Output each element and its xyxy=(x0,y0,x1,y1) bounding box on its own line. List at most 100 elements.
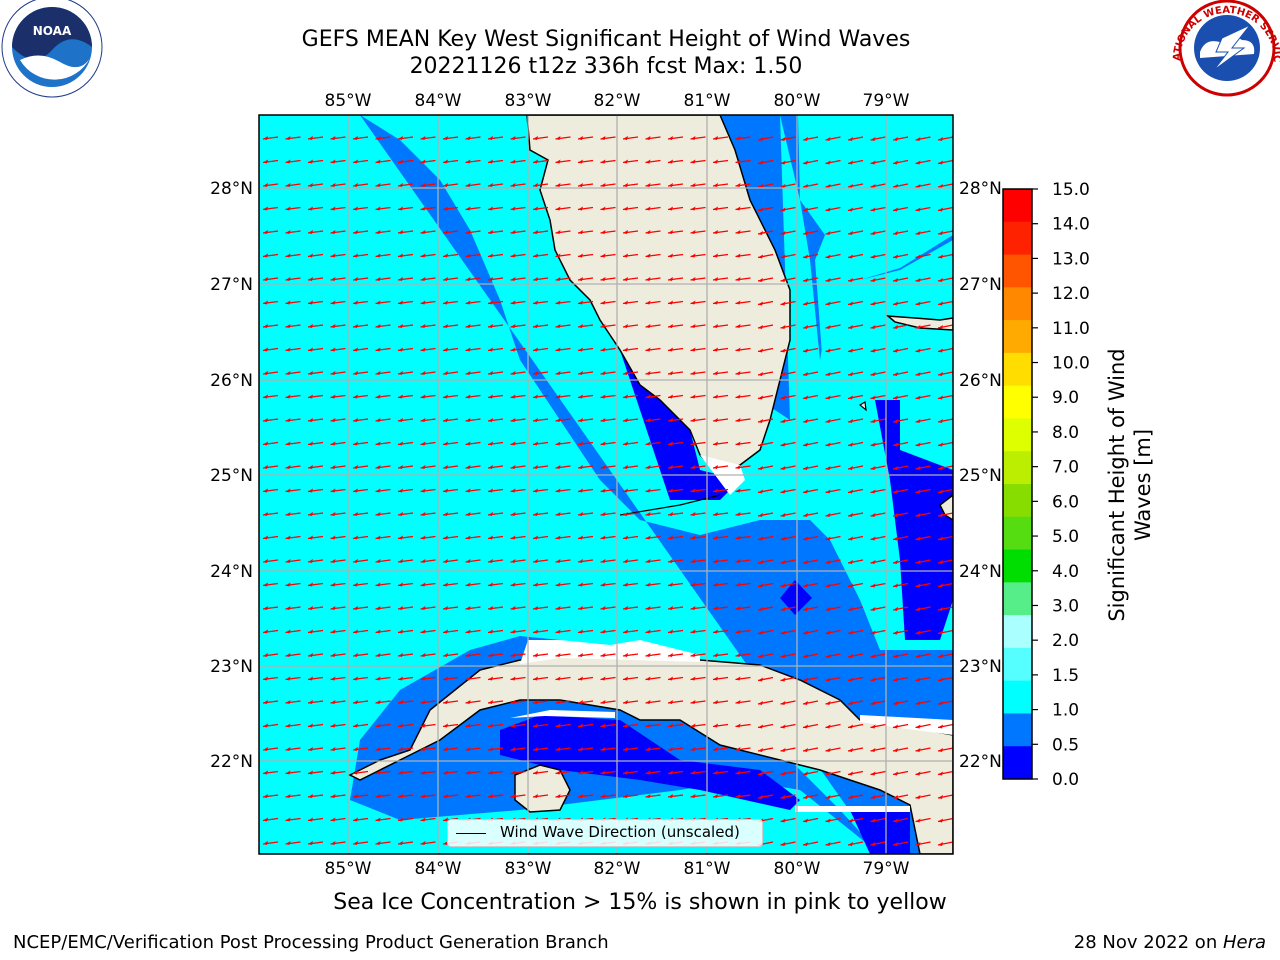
footer-date: 28 Nov 2022 on Hera xyxy=(1074,932,1266,953)
wave-direction-arrowhead xyxy=(488,747,493,751)
wave-direction-arrowhead xyxy=(758,395,763,400)
wave-direction-arrowhead xyxy=(578,676,583,681)
colorbar-tick-label: 12.0 xyxy=(1052,284,1090,304)
wave-direction-arrowhead xyxy=(600,653,606,657)
wave-direction-arrowhead xyxy=(443,770,448,775)
wave-direction-arrowhead xyxy=(668,347,673,352)
wave-direction-arrowhead xyxy=(915,513,921,517)
wave-direction-arrowhead xyxy=(578,277,583,281)
wave-direction-arrowhead xyxy=(713,770,718,775)
wave-direction-arrowhead xyxy=(375,817,381,822)
wave-direction-arrowhead xyxy=(915,536,921,541)
wave-direction-arrowhead xyxy=(465,277,471,281)
lat-tick: 25°N xyxy=(210,466,253,486)
wave-direction-arrowhead xyxy=(465,723,471,728)
wave-direction-arrowhead xyxy=(825,607,831,611)
wave-direction-arrowhead xyxy=(398,324,403,328)
wave-direction-arrowhead xyxy=(645,347,651,352)
wave-direction-arrowhead xyxy=(623,653,628,657)
wave-direction-arrowhead xyxy=(330,371,336,375)
wave-direction-arrowhead xyxy=(713,559,718,563)
wave-direction-arrowhead xyxy=(488,183,493,187)
wave-direction-arrowhead xyxy=(870,607,876,611)
colorbar-swatch xyxy=(1003,418,1032,452)
wave-direction-arrowhead xyxy=(443,582,448,587)
wave-direction-arrowhead xyxy=(938,748,943,752)
wave-direction-arrowhead xyxy=(690,277,696,281)
wave-direction-arrowhead xyxy=(915,677,921,682)
wave-direction-arrowhead xyxy=(758,771,763,776)
wave-direction-arrowhead xyxy=(510,206,516,211)
wave-direction-arrowhead xyxy=(533,347,538,352)
wave-direction-arrowhead xyxy=(848,184,853,188)
wave-direction-arrowhead xyxy=(510,465,516,469)
wave-direction-arrowhead xyxy=(443,324,448,328)
wave-direction-arrowhead xyxy=(510,700,516,704)
wave-direction-arrowhead xyxy=(825,842,831,846)
wave-direction-arrowhead xyxy=(443,300,448,305)
wave-direction-arrowhead xyxy=(488,253,493,258)
wave-direction-arrowhead xyxy=(443,512,448,516)
wave-direction-arrowhead xyxy=(623,606,628,610)
lat-tick: 24°N xyxy=(210,562,253,582)
wave-direction-arrowhead xyxy=(443,418,448,422)
wave-direction-arrowhead xyxy=(870,842,876,846)
wave-direction-arrowhead xyxy=(285,230,291,234)
wave-direction-arrowhead xyxy=(330,347,336,352)
colorbar-swatch xyxy=(1003,484,1032,518)
wave-direction-arrowhead xyxy=(780,513,786,517)
wave-direction-arrowhead xyxy=(735,653,741,657)
wave-direction-arrowhead xyxy=(870,419,876,423)
wave-direction-arrowhead xyxy=(353,794,358,798)
wave-direction-arrowhead xyxy=(533,747,538,751)
wave-direction-arrowhead xyxy=(938,301,943,306)
wave-direction-arrowhead xyxy=(263,606,268,610)
wave-direction-arrowhead xyxy=(893,395,898,400)
noaa-logo: NOAA xyxy=(1,0,103,98)
wave-direction-arrowhead xyxy=(713,206,718,211)
wave-direction-arrowhead xyxy=(645,159,651,164)
lon-tick: 84°W xyxy=(415,859,462,879)
colorbar: 15.0 14.0 13.0 12.0 11.0 10.0 9.0 8.0 7.0 6.0 5.0 4… xyxy=(1002,180,1090,790)
wave-direction-arrowhead xyxy=(645,582,651,587)
wave-direction-arrowhead xyxy=(533,535,538,540)
lat-tick: 23°N xyxy=(959,657,1002,677)
wave-direction-arrowhead xyxy=(578,183,583,187)
wave-direction-arrowhead xyxy=(735,277,741,281)
wave-direction-arrowhead xyxy=(555,535,561,540)
wave-direction-arrowhead xyxy=(398,512,403,516)
wave-direction-arrowhead xyxy=(938,513,943,517)
wave-direction-arrowhead xyxy=(780,137,786,141)
wave-direction-arrowhead xyxy=(825,395,831,400)
wave-direction-arrowhead xyxy=(735,723,741,728)
wave-direction-arrowhead xyxy=(353,747,358,751)
wave-direction-arrowhead xyxy=(938,677,943,682)
wave-direction-arrowhead xyxy=(668,794,673,798)
wave-direction-arrowhead xyxy=(263,770,268,775)
colorbar-tick-label: 3.0 xyxy=(1052,596,1079,616)
wave-direction-arrowhead xyxy=(488,794,493,798)
wave-direction-arrowhead xyxy=(510,629,516,634)
wave-direction-arrowhead xyxy=(420,582,426,587)
wave-direction-arrowhead xyxy=(780,771,786,776)
wave-direction-arrowhead xyxy=(308,770,313,775)
wave-direction-arrowhead xyxy=(870,795,876,799)
wave-direction-arrowhead xyxy=(510,770,516,775)
wave-direction-arrowhead xyxy=(420,230,426,234)
wave-direction-arrowhead xyxy=(375,559,381,563)
wave-direction-arrowhead xyxy=(578,723,583,728)
wave-direction-arrowhead xyxy=(330,253,336,258)
wave-direction-arrowhead xyxy=(510,723,516,728)
wave-direction-arrowhead xyxy=(893,278,898,282)
wave-direction-arrowhead xyxy=(803,442,808,447)
wave-direction-arrowhead xyxy=(870,348,876,353)
wave-direction-arrowhead xyxy=(623,206,628,211)
lon-ticks-bottom: 85°W 84°W 83°W 82°W 81°W 80°W 79°W xyxy=(325,859,910,879)
wave-direction-arrowhead xyxy=(825,583,831,588)
wave-direction-arrowhead xyxy=(398,418,403,422)
wave-direction-arrowhead xyxy=(938,348,943,353)
wave-direction-arrowhead xyxy=(735,747,741,751)
wave-direction-arrowhead xyxy=(488,653,493,657)
wave-direction-arrowhead xyxy=(803,254,808,259)
wave-direction-arrowhead xyxy=(623,629,628,634)
